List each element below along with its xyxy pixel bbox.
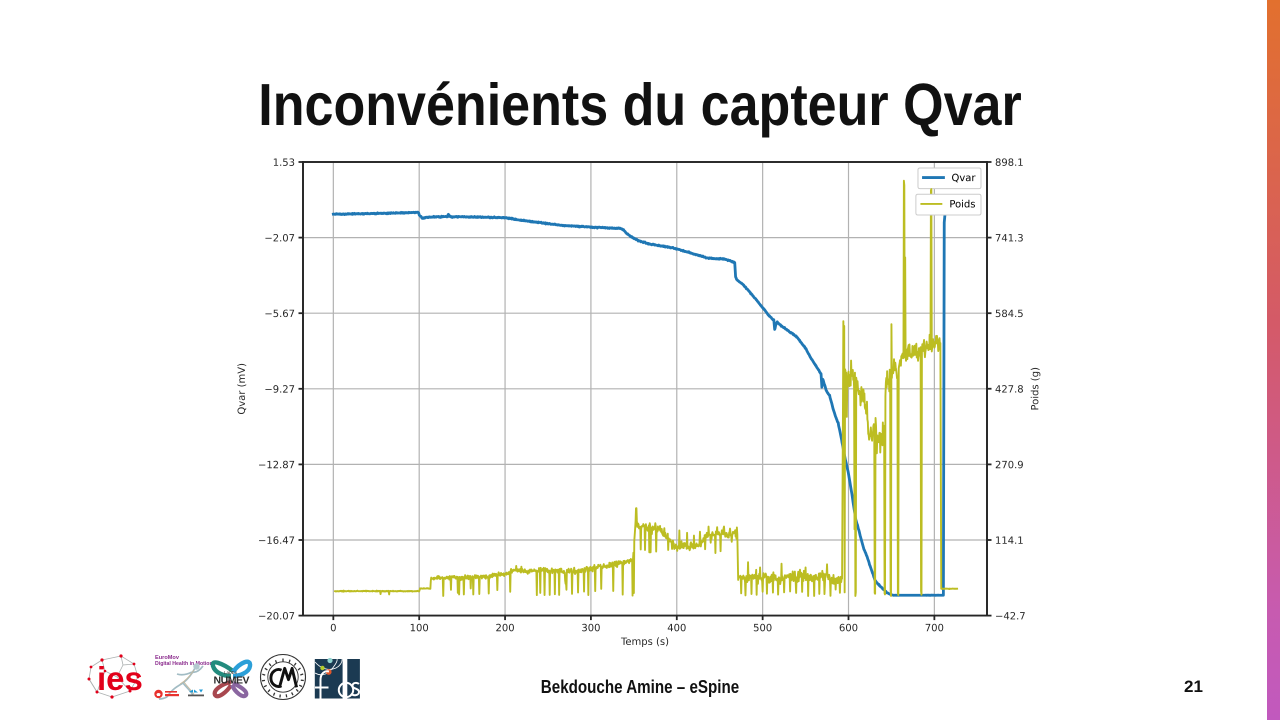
svg-text:LabEx: LabEx bbox=[224, 670, 238, 675]
svg-text:Digital Health in Motion: Digital Health in Motion bbox=[155, 661, 213, 667]
svg-text:NUMEV: NUMEV bbox=[214, 675, 250, 687]
svg-text:EuroMov: EuroMov bbox=[155, 655, 180, 661]
svg-text:ies: ies bbox=[97, 660, 143, 697]
